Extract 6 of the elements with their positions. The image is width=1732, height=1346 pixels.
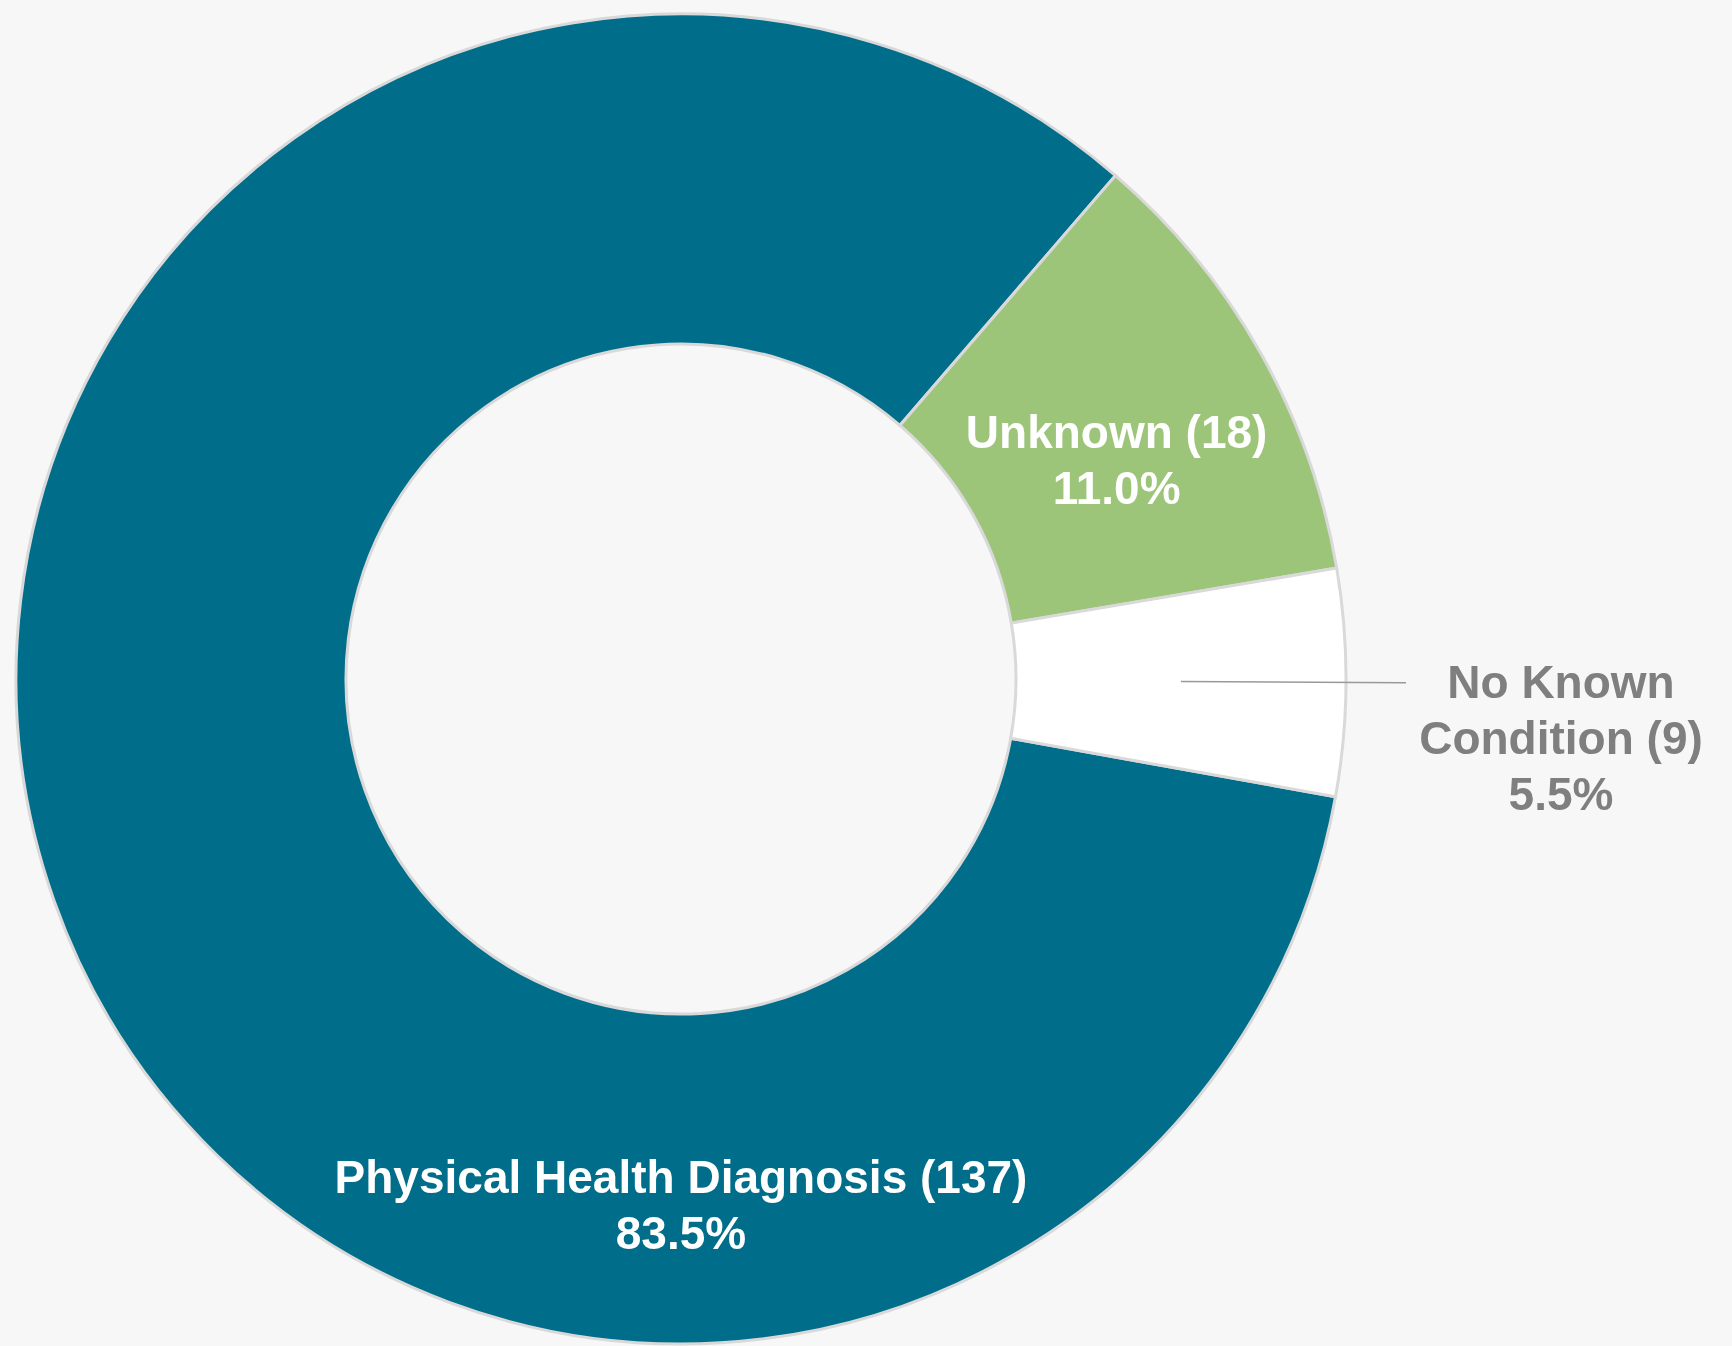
slice-label: No Known Condition (9)	[1419, 655, 1703, 764]
slice-label: Unknown (18)	[965, 405, 1268, 458]
slice-label: Physical Health Diagnosis (137)	[334, 1151, 1028, 1203]
data-label: 11.0%	[1052, 461, 1181, 514]
data-label: 83.5%	[615, 1207, 747, 1259]
data-label: 5.5%	[1508, 767, 1614, 820]
